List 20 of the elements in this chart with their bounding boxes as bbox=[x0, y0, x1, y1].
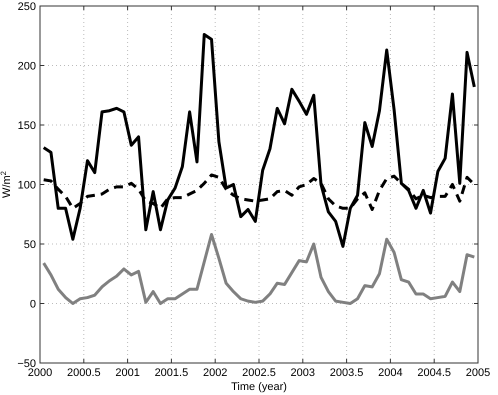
x-tick-label: 2000.5 bbox=[66, 367, 101, 379]
line-series bbox=[42, 33, 476, 248]
y-tick-label: 250 bbox=[18, 1, 36, 13]
x-tick-label: 2002.5 bbox=[242, 367, 276, 379]
y-tick-label: 200 bbox=[18, 60, 36, 72]
y-tick-label: 50 bbox=[24, 239, 36, 251]
x-tick-label: 2003 bbox=[290, 367, 316, 379]
x-tick-label: 2002 bbox=[202, 367, 228, 379]
y-tick-label: 150 bbox=[18, 120, 36, 132]
x-tick-label: 2004 bbox=[378, 367, 403, 379]
y-tick-label: 0 bbox=[30, 298, 36, 310]
x-tick-label: 2001 bbox=[115, 367, 140, 379]
x-tick-label: 2003.5 bbox=[330, 367, 364, 379]
x-tick-label: 2004.5 bbox=[417, 367, 452, 379]
x-tick-label: 2000 bbox=[28, 367, 52, 379]
y-tick-label: 100 bbox=[18, 180, 36, 192]
x-axis-title: Time (year) bbox=[231, 381, 287, 393]
line-series bbox=[42, 232, 476, 305]
x-tick-label: 2005 bbox=[466, 367, 490, 379]
x-tick-label: 2001.5 bbox=[154, 367, 188, 379]
